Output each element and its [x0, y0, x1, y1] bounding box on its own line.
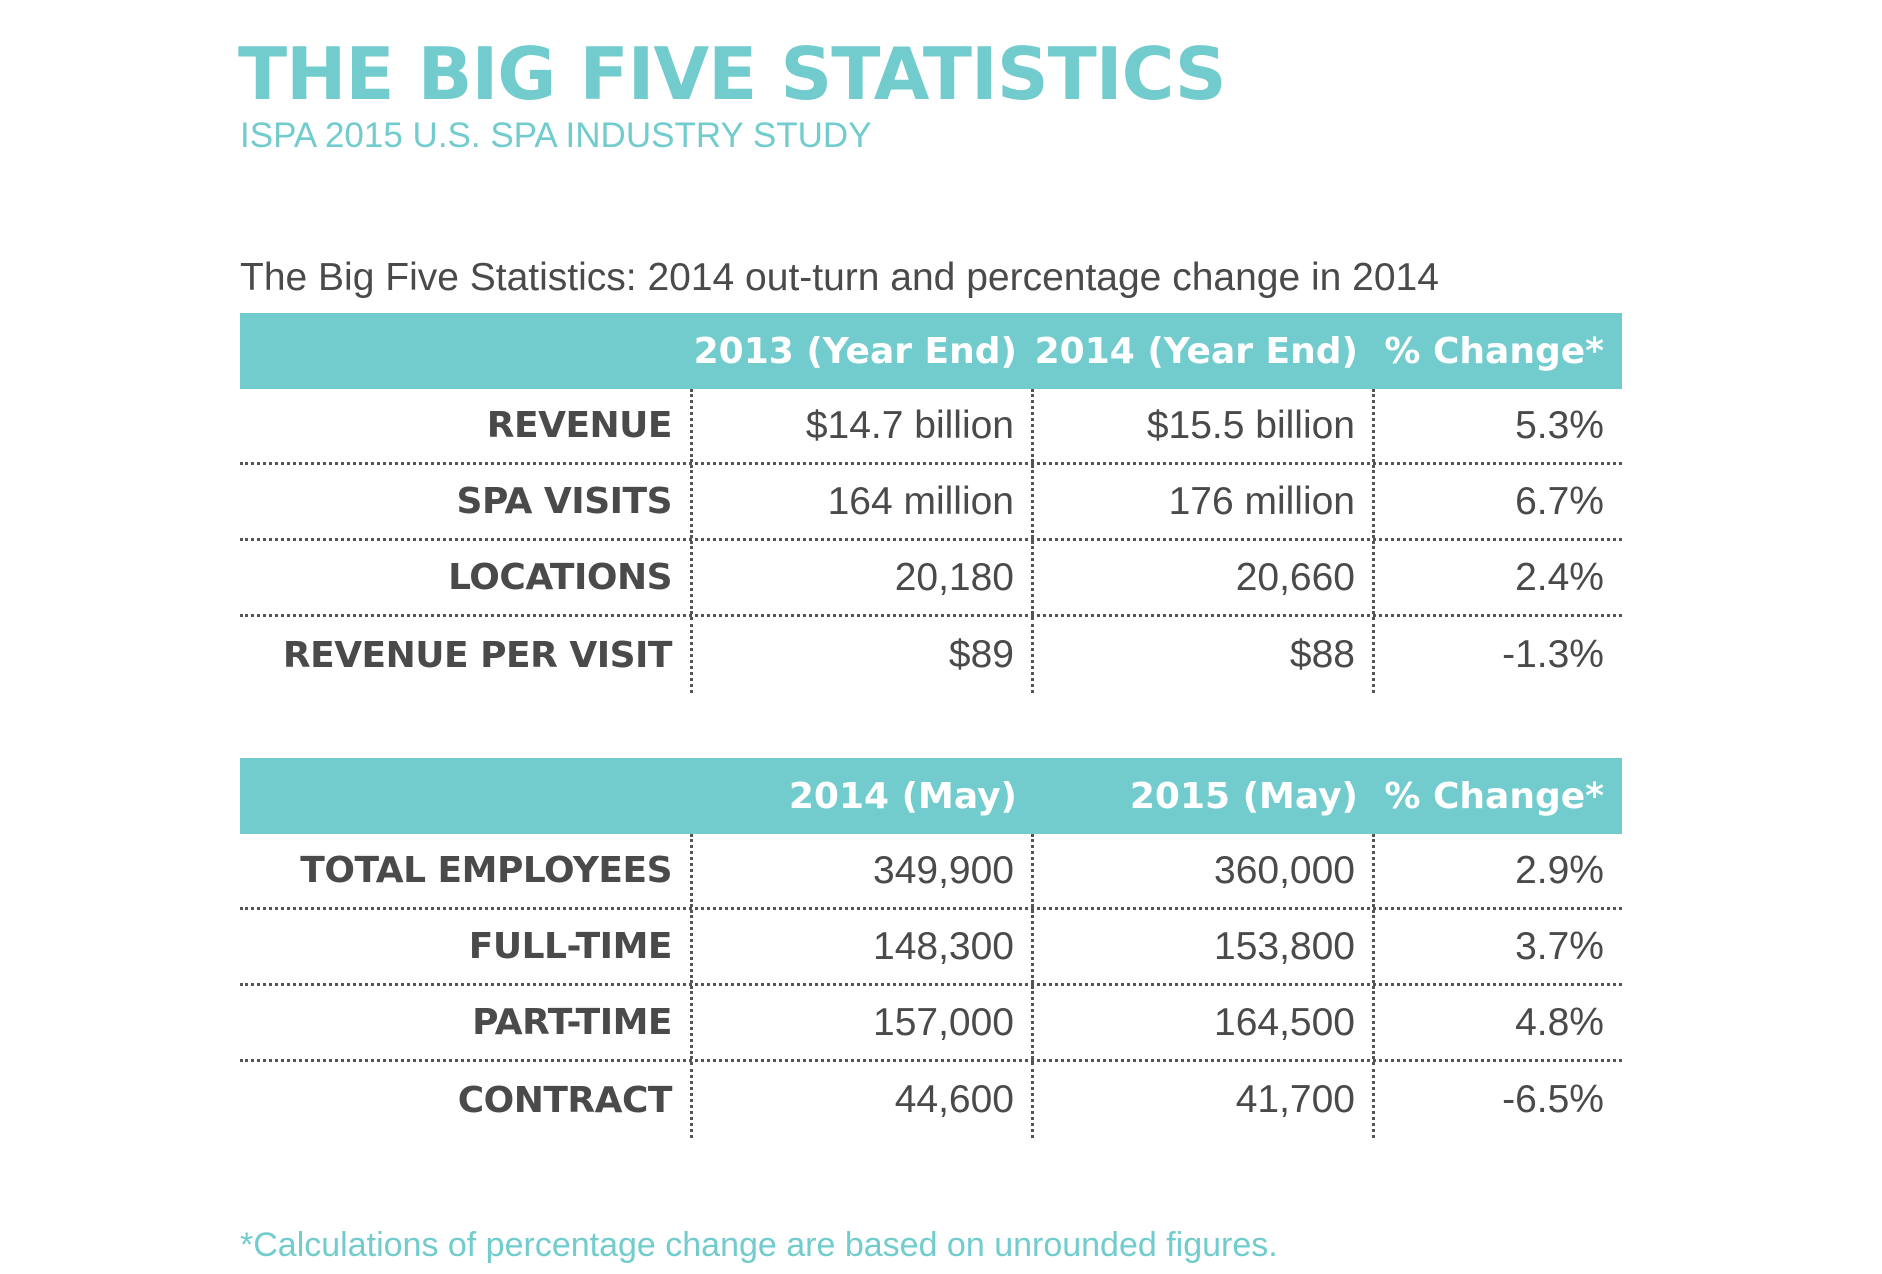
- row-pct-change: 6.7%: [1515, 479, 1604, 523]
- row-value-2013: 20,180: [693, 541, 1034, 614]
- row-pct-change: 2.9%: [1515, 848, 1604, 892]
- row-pct-change: 5.3%: [1515, 403, 1604, 447]
- table-header-row: 2013 (Year End) 2014 (Year End) % Change…: [240, 313, 1622, 389]
- table-caption: The Big Five Statistics: 2014 out-turn a…: [240, 256, 1439, 299]
- header-cell-2013-year-end: 2013 (Year End): [693, 330, 1017, 372]
- table-row: REVENUE $14.7 billion $15.5 billion 5.3%: [240, 389, 1622, 465]
- table-row: LOCATIONS 20,180 20,660 2.4%: [240, 541, 1622, 617]
- row-pct-change: 2.4%: [1515, 555, 1604, 599]
- page-subtitle: ISPA 2015 U.S. SPA INDUSTRY STUDY: [240, 116, 872, 155]
- row-pct-change: -1.3%: [1502, 633, 1604, 676]
- row-label: TOTAL EMPLOYEES: [240, 834, 693, 907]
- row-value-2013: $14.7 billion: [693, 389, 1034, 462]
- row-value-2014: 176 million: [1034, 465, 1375, 538]
- stats-table-employees: 2014 (May) 2015 (May) % Change* TOTAL EM…: [240, 758, 1622, 1138]
- row-pct-change: 4.8%: [1515, 1000, 1604, 1044]
- table-header-row: 2014 (May) 2015 (May) % Change*: [240, 758, 1622, 834]
- row-value-2015: 41,700: [1034, 1062, 1375, 1138]
- row-label: REVENUE PER VISIT: [240, 617, 693, 693]
- row-value-2014: 20,660: [1034, 541, 1375, 614]
- row-value-2014: 148,300: [693, 910, 1034, 983]
- row-value-2015: 153,800: [1034, 910, 1375, 983]
- header-cell-pct-change: % Change*: [1384, 775, 1604, 817]
- row-label: REVENUE: [240, 389, 693, 462]
- table-row: REVENUE PER VISIT $89 $88 -1.3%: [240, 617, 1622, 693]
- footnote: *Calculations of percentage change are b…: [240, 1226, 1278, 1264]
- row-label: LOCATIONS: [240, 541, 693, 614]
- stats-table-year-end: 2013 (Year End) 2014 (Year End) % Change…: [240, 313, 1622, 693]
- row-value-2014: 44,600: [693, 1062, 1034, 1138]
- row-value-2014: $88: [1034, 617, 1375, 693]
- table-row: SPA VISITS 164 million 176 million 6.7%: [240, 465, 1622, 541]
- row-label: SPA VISITS: [240, 465, 693, 538]
- table-row: FULL-TIME 148,300 153,800 3.7%: [240, 910, 1622, 986]
- row-value-2014: 349,900: [693, 834, 1034, 907]
- row-value-2014: $15.5 billion: [1034, 389, 1375, 462]
- table-row: CONTRACT 44,600 41,700 -6.5%: [240, 1062, 1622, 1138]
- row-pct-change: 3.7%: [1515, 924, 1604, 968]
- header-cell-2014-may: 2014 (May): [788, 775, 1017, 817]
- row-label: PART-TIME: [240, 986, 693, 1059]
- page-title: THE BIG FIVE STATISTICS: [238, 32, 1227, 116]
- row-value-2013: 164 million: [693, 465, 1034, 538]
- row-pct-change: -6.5%: [1502, 1078, 1604, 1121]
- row-value-2015: 164,500: [1034, 986, 1375, 1059]
- table-row: TOTAL EMPLOYEES 349,900 360,000 2.9%: [240, 834, 1622, 910]
- row-label: CONTRACT: [240, 1062, 693, 1138]
- table-row: PART-TIME 157,000 164,500 4.8%: [240, 986, 1622, 1062]
- row-value-2015: 360,000: [1034, 834, 1375, 907]
- header-cell-2015-may: 2015 (May): [1129, 775, 1358, 817]
- row-label: FULL-TIME: [240, 910, 693, 983]
- row-value-2014: 157,000: [693, 986, 1034, 1059]
- header-cell-2014-year-end: 2014 (Year End): [1034, 330, 1358, 372]
- header-cell-pct-change: % Change*: [1384, 330, 1604, 372]
- row-value-2013: $89: [693, 617, 1034, 693]
